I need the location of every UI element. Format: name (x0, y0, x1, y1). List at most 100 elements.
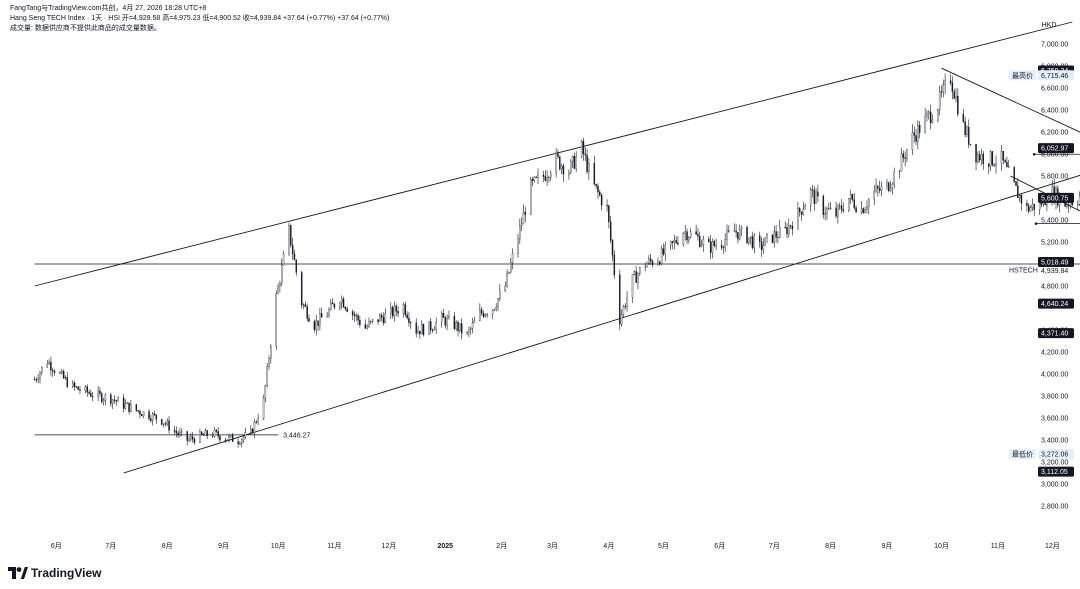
candle-body (853, 199, 855, 208)
candle-body (609, 221, 612, 241)
candle-body (659, 261, 661, 264)
candle-body (875, 186, 877, 192)
candle-body (117, 397, 119, 402)
y-tick-label: 3,000.00 (1041, 482, 1068, 489)
candle-body (519, 225, 521, 239)
candle-body (50, 361, 52, 371)
candle-body (135, 404, 138, 411)
tradingview-logo[interactable]: TradingView (8, 565, 101, 581)
candle-body (141, 414, 143, 417)
candle-body (266, 366, 268, 386)
candle-body (211, 435, 214, 437)
candle-body (433, 329, 436, 331)
candle-body (333, 303, 336, 308)
candle-body (161, 419, 163, 425)
candle-body (393, 305, 396, 317)
candle-body (788, 225, 790, 235)
candle-body (79, 389, 81, 391)
y-tick-label: 6,400.00 (1041, 108, 1068, 115)
candle-body (559, 156, 561, 170)
candle-body (889, 187, 892, 191)
candle-body (77, 386, 79, 390)
x-tick-label: 8月 (825, 542, 836, 550)
candle-body (720, 245, 723, 248)
candle-body (390, 307, 392, 314)
candle-body (753, 235, 756, 249)
price-badge (1038, 298, 1074, 309)
candle-body (497, 298, 499, 308)
candle-body (244, 432, 247, 438)
candle-body (262, 398, 265, 419)
candle-body (646, 263, 648, 268)
x-tick-label: 6月 (714, 542, 725, 550)
candle-body (620, 314, 623, 325)
price-badge-value: 5,018.49 (1041, 259, 1068, 266)
currency-label: HKD (1042, 22, 1057, 29)
candles (33, 73, 1080, 448)
volume-note: 成交量: 数据供应商不提供此商品的成交量数据。 (10, 25, 161, 32)
candle-body (277, 285, 279, 294)
candle-body (188, 438, 190, 441)
candle-body (835, 207, 837, 217)
candle-body (1067, 204, 1070, 206)
candle-body (544, 176, 546, 181)
tradingview-logo-text: TradingView (31, 566, 102, 580)
tradingview-logo-icon (8, 567, 28, 579)
candle-body (855, 207, 857, 213)
y-tick-label: 5,400.00 (1041, 218, 1068, 225)
candle-body (955, 95, 957, 99)
candle-body (326, 315, 328, 318)
candle-body (740, 226, 743, 230)
candle-body (66, 377, 68, 387)
candle-body (495, 306, 497, 310)
candle-body (828, 208, 830, 210)
candle-body (415, 322, 417, 334)
candle-body (453, 315, 456, 329)
candle-body (61, 371, 63, 374)
candle-body (404, 304, 407, 315)
candle-body (762, 245, 765, 250)
candle-body (988, 163, 990, 167)
candle-body (1029, 207, 1032, 212)
candle-body (739, 229, 741, 240)
candle-body (535, 176, 537, 178)
candle-body (113, 399, 116, 401)
candle-body (1015, 181, 1017, 186)
candle-body (239, 443, 241, 445)
candle-body (593, 163, 596, 185)
candle-body (150, 418, 152, 421)
candle-body (250, 428, 252, 433)
candle-body (364, 324, 367, 329)
candle-body (569, 160, 572, 174)
candle-body (649, 258, 652, 262)
level-label: 3,446.27 (283, 432, 310, 439)
candle-body (626, 297, 628, 308)
candle-body (524, 211, 526, 215)
x-tick-label: 10月 (271, 542, 286, 550)
candle-body (726, 230, 728, 240)
candle-body (880, 185, 883, 191)
candle-body (522, 211, 525, 225)
candle-body (689, 231, 692, 238)
candle-body (862, 208, 865, 214)
candle-body (397, 311, 399, 314)
candle-body (351, 311, 354, 315)
symbol-ohlc-line[interactable]: Hang Seng TECH Index · 1天 · HSI 开=4,929.… (10, 15, 390, 22)
candle-body (995, 163, 997, 166)
candle-body (760, 241, 763, 250)
candle-body (804, 205, 806, 210)
candle-body (130, 404, 132, 412)
candle-body (911, 132, 914, 150)
x-tick-label: 12月 (382, 542, 397, 550)
candle-body (355, 315, 357, 317)
candle-body (279, 282, 281, 287)
candle-body (317, 320, 319, 326)
candle-body (511, 253, 514, 264)
x-tick-label: 2025 (438, 543, 454, 550)
candle-body (568, 172, 570, 175)
candle-body (402, 304, 405, 314)
x-tick-label: 5月 (658, 542, 669, 550)
y-tick-label: 6,000.00 (1041, 152, 1068, 159)
candle-body (940, 91, 943, 93)
